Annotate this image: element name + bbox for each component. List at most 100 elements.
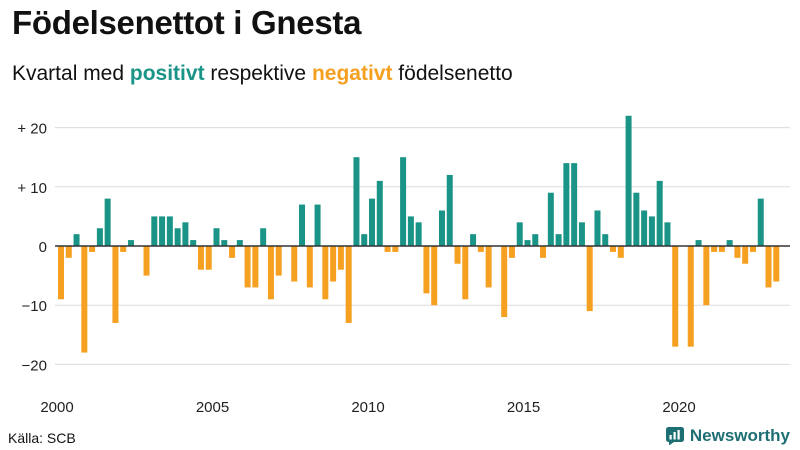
bar-positive (73, 234, 80, 246)
bar-positive (221, 240, 228, 246)
subtitle-middle: respektive (204, 62, 312, 85)
newsworthy-logo-icon (665, 427, 684, 445)
bar-negative (477, 246, 484, 252)
bar-negative (306, 246, 313, 288)
y-tick-label: −20 (22, 357, 47, 374)
bar-negative (65, 246, 72, 258)
bar-positive (602, 234, 609, 246)
bar-positive (648, 216, 655, 246)
bar-positive (182, 222, 189, 246)
bar-negative (711, 246, 718, 252)
bar-negative (508, 246, 515, 258)
bar-negative (205, 246, 212, 270)
bar-negative (112, 246, 119, 323)
subtitle-positive-word: positivt (129, 62, 205, 85)
bar-positive (236, 240, 243, 246)
bar-negative (540, 246, 547, 258)
bar-negative (734, 246, 741, 258)
bar-positive (547, 192, 554, 246)
bar-negative (749, 246, 756, 252)
bar-positive (555, 234, 562, 246)
y-tick-label: + 20 (17, 121, 47, 138)
bar-negative (687, 246, 694, 347)
bar-negative (81, 246, 88, 353)
bar-positive (726, 240, 733, 246)
y-tick-label: −10 (22, 298, 47, 315)
subtitle-prefix: Kvartal med (12, 62, 130, 85)
x-tick-label: 2000 (40, 399, 73, 416)
bar-negative (610, 246, 617, 252)
bar-positive (400, 157, 407, 246)
bar-negative (337, 246, 344, 270)
bar-negative (197, 246, 204, 270)
x-tick-label: 2015 (507, 399, 540, 416)
bar-positive (415, 222, 422, 246)
bar-positive (104, 198, 111, 246)
x-tick-label: 2010 (351, 399, 384, 416)
bar-negative (58, 246, 64, 300)
bar-negative (431, 246, 438, 306)
chart-subtitle: Kvartal med positivt respektive negativt… (12, 62, 513, 86)
bar-negative (485, 246, 492, 288)
bar-negative (275, 246, 282, 276)
bar-positive (361, 234, 368, 246)
bar-positive (664, 222, 671, 246)
subtitle-suffix: födelsenetto (392, 62, 513, 85)
bar-positive (299, 204, 306, 246)
bar-positive (369, 198, 375, 246)
bar-negative (345, 246, 352, 323)
bar-negative (252, 246, 259, 288)
bar-positive (656, 180, 663, 246)
bar-negative (672, 246, 679, 347)
bar-negative (462, 246, 469, 300)
bar-negative (392, 246, 399, 252)
bar-negative (742, 246, 749, 264)
bar-positive (757, 198, 764, 246)
bar-positive (314, 204, 321, 246)
bar-positive (633, 192, 640, 246)
source-note: Källa: SCB (8, 430, 76, 446)
bar-positive (532, 234, 539, 246)
x-tick-label: 2020 (662, 399, 695, 416)
bar-negative (454, 246, 461, 264)
bar-negative (765, 246, 772, 288)
bar-negative (718, 246, 725, 252)
bar-positive (127, 240, 134, 246)
bar-positive (174, 228, 181, 246)
bar-positive (159, 216, 166, 246)
subtitle-negative-word: negativt (311, 62, 393, 85)
bar-positive (407, 216, 414, 246)
chart-title: Födelsenettot i Gnesta (12, 4, 362, 41)
bar-negative (330, 246, 337, 282)
bar-positive (260, 228, 267, 246)
bar-positive (190, 240, 197, 246)
bar-negative (773, 246, 780, 282)
bar-positive (641, 210, 648, 246)
bar-negative (291, 246, 298, 282)
y-tick-label: + 10 (17, 180, 47, 197)
bar-positive (625, 115, 632, 246)
bar-positive (563, 163, 570, 246)
y-tick-label: 0 (39, 239, 47, 256)
bar-positive (524, 240, 531, 246)
brand-name: Newsworthy (689, 426, 790, 445)
bar-positive (695, 240, 702, 246)
bar-negative (617, 246, 624, 258)
bar-negative (586, 246, 593, 312)
x-tick-label: 2005 (196, 399, 229, 416)
bar-positive (578, 222, 585, 246)
bar-negative (423, 246, 430, 294)
bar-positive (470, 234, 477, 246)
bar-negative (229, 246, 236, 258)
bar-positive (571, 163, 578, 246)
bar-negative (143, 246, 150, 276)
bar-negative (322, 246, 329, 300)
bar-positive (446, 174, 453, 246)
bar-positive (151, 216, 158, 246)
bar-positive (376, 180, 383, 246)
bar-positive (353, 157, 360, 246)
bar-negative (384, 246, 391, 252)
bar-positive (166, 216, 173, 246)
bar-positive (438, 210, 445, 246)
